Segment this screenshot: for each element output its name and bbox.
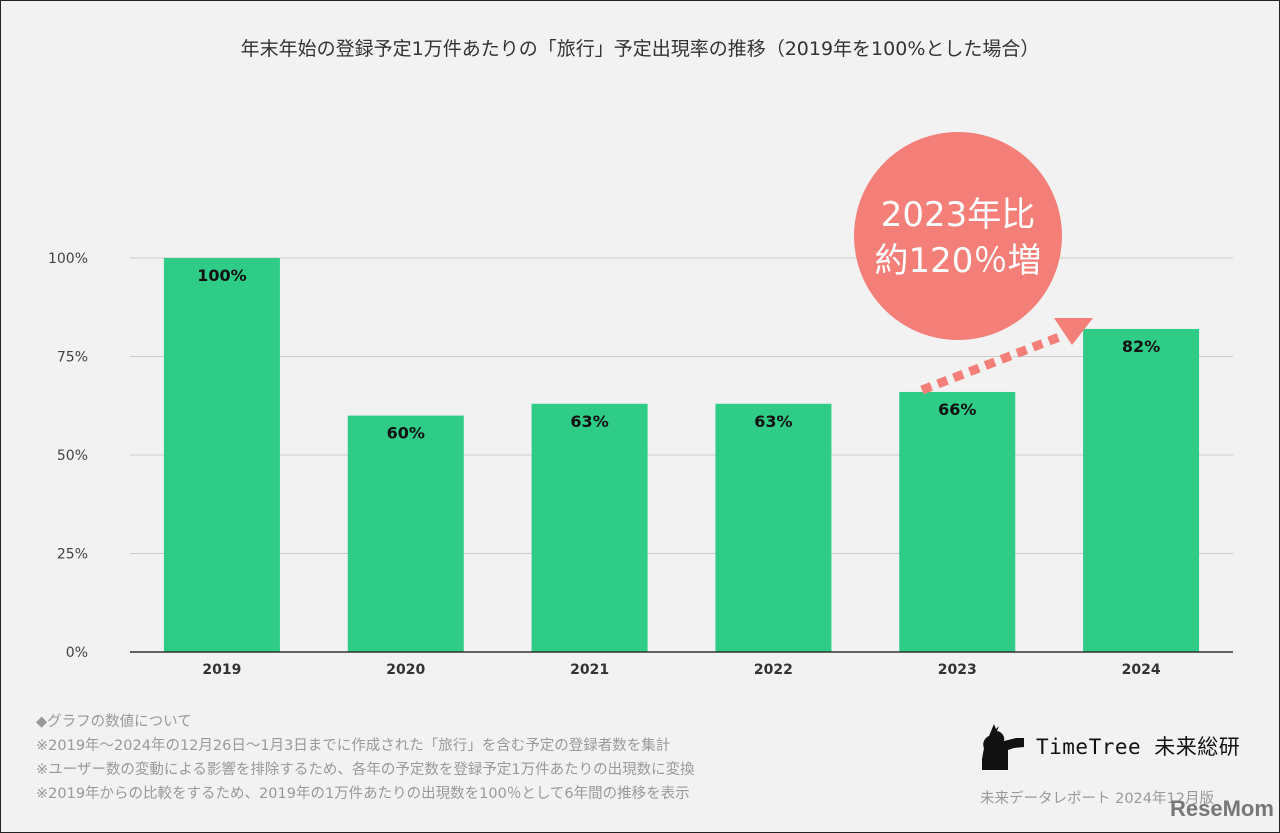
data-label: 63% xyxy=(570,412,608,431)
data-label: 60% xyxy=(387,424,425,443)
note-line: ※2019年～2024年の12月26日～1月3日までに作成された「旅行」を含む予… xyxy=(36,738,671,754)
watermark: ReseMom xyxy=(1170,796,1274,821)
bar-2021 xyxy=(531,403,648,652)
note-heading: ◆グラフの数値について xyxy=(36,714,192,730)
x-tick-label: 2020 xyxy=(386,662,425,678)
y-tick-label: 75% xyxy=(57,350,88,366)
x-tick-label: 2024 xyxy=(1122,662,1161,678)
bar-2019 xyxy=(163,258,280,652)
data-label: 63% xyxy=(754,412,792,431)
annotation-line1: 2023年比 xyxy=(881,195,1036,235)
trend-arrow-head xyxy=(1054,318,1093,345)
notes: ◆グラフの数値について ※2019年～2024年の12月26日～1月3日までに作… xyxy=(36,710,695,806)
photographer-icon xyxy=(982,724,1024,770)
trend-arrow-line xyxy=(920,331,1064,395)
y-tick-label: 100% xyxy=(48,251,88,267)
data-label: 82% xyxy=(1122,337,1160,356)
x-tick-label: 2021 xyxy=(570,662,609,678)
y-tick-label: 0% xyxy=(66,645,88,661)
logo-text: TimeTree 未来総研 xyxy=(1036,735,1241,759)
data-label: 66% xyxy=(938,400,976,419)
bar-2023 xyxy=(899,391,1016,652)
report-label: 未来データレポート 2024年12月版 xyxy=(980,791,1214,807)
timetree-logo: TimeTree 未来総研 xyxy=(982,722,1240,770)
annotation-bubble xyxy=(854,132,1062,340)
bar-2022 xyxy=(715,403,832,652)
bar-2024 xyxy=(1083,328,1200,652)
x-tick-label: 2022 xyxy=(754,662,793,678)
note-line: ※2019年からの比較をするため、2019年の1万件あたりの出現数を100％とし… xyxy=(36,786,690,802)
data-label: 100% xyxy=(197,266,246,285)
y-tick-label: 25% xyxy=(57,547,88,563)
note-line: ※ユーザー数の変動による影響を排除するため、各年の予定数を登録予定1万件あたりの… xyxy=(36,762,695,778)
x-tick-label: 2019 xyxy=(202,662,241,678)
bar-2020 xyxy=(347,415,464,652)
annotation-line2: 約120％増 xyxy=(875,241,1042,281)
y-tick-label: 50% xyxy=(57,448,88,464)
chart-title: 年末年始の登録予定1万件あたりの「旅行」予定出現率の推移（2019年を100%と… xyxy=(240,38,1040,60)
x-tick-label: 2023 xyxy=(938,662,977,678)
